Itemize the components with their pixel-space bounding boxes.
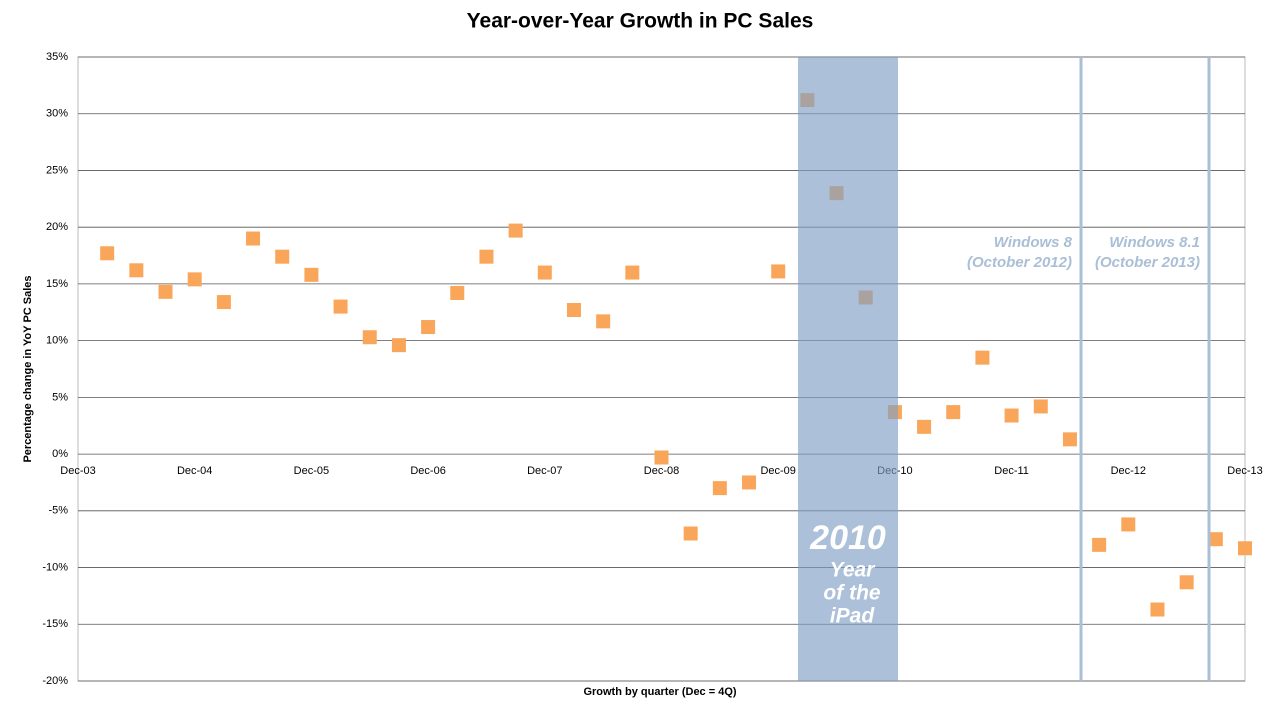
point [975, 350, 990, 365]
y-tick-label: 15% [46, 278, 68, 290]
x-tick-label: Dec-05 [294, 465, 329, 477]
x-tick-label: Dec-03 [60, 465, 95, 477]
x-tick-label: Dec-04 [177, 465, 212, 477]
point [1150, 602, 1165, 617]
point [508, 223, 523, 238]
point [1092, 537, 1107, 552]
chart-title: Year-over-Year Growth in PC Sales [467, 10, 814, 33]
x-tick-label: Dec-13 [1227, 465, 1262, 477]
ipad-annotation: 2010 [809, 519, 886, 557]
ipad-annotation: Year [830, 559, 877, 582]
point [246, 231, 261, 246]
point [1004, 408, 1019, 423]
point [450, 285, 465, 300]
point [596, 314, 611, 329]
point [537, 265, 552, 280]
point [1208, 532, 1223, 547]
y-tick-label: -20% [42, 675, 68, 687]
y-tick-label: -15% [42, 618, 68, 630]
ipad-annotation: of the [823, 582, 880, 605]
point [1179, 575, 1194, 590]
point [683, 526, 698, 541]
y-axis-label: Percentage change in YoY PC Sales [22, 275, 34, 462]
point [129, 263, 144, 278]
x-tick-label: Dec-07 [527, 465, 562, 477]
point [566, 303, 581, 318]
win8-annotation: Windows 8 [994, 234, 1073, 251]
y-tick-label: 30% [46, 108, 68, 120]
y-tick-label: -10% [42, 561, 68, 573]
ipad-annotation: iPad [830, 605, 876, 628]
point [158, 284, 173, 299]
point [742, 475, 757, 490]
point [654, 450, 669, 465]
point [100, 246, 115, 261]
point [1062, 432, 1077, 447]
point [1033, 399, 1048, 414]
point [625, 265, 640, 280]
y-tick-label: 25% [46, 164, 68, 176]
x-tick-label: Dec-11 [994, 465, 1029, 477]
y-tick-label: 20% [46, 221, 68, 233]
y-tick-label: 5% [52, 391, 68, 403]
point [391, 338, 406, 353]
x-tick-label: Dec-08 [644, 465, 679, 477]
y-tick-label: 10% [46, 335, 68, 347]
x-tick-label: Dec-12 [1111, 465, 1146, 477]
win81-annotation: (October 2013) [1095, 254, 1200, 271]
point [275, 249, 290, 264]
y-tick-label: 0% [52, 448, 68, 460]
point [917, 419, 932, 434]
win81-annotation: Windows 8.1 [1109, 234, 1200, 251]
point [946, 405, 961, 420]
win8-annotation: (October 2012) [967, 254, 1072, 271]
point [1238, 541, 1252, 556]
plot-area [77, 56, 1246, 682]
point [1121, 517, 1136, 532]
point [304, 267, 319, 282]
point [771, 264, 786, 279]
point [421, 320, 436, 335]
point [333, 299, 348, 314]
y-tick-label: 35% [46, 51, 68, 63]
point [479, 249, 494, 264]
point [362, 330, 377, 345]
y-tick-label: -5% [48, 505, 68, 517]
point [216, 295, 231, 310]
x-tick-label: Dec-06 [410, 465, 445, 477]
x-axis-label: Growth by quarter (Dec = 4Q) [583, 686, 736, 698]
point [187, 272, 202, 287]
point [712, 481, 727, 496]
x-tick-label: Dec-09 [760, 465, 795, 477]
ipad-band [798, 57, 898, 681]
